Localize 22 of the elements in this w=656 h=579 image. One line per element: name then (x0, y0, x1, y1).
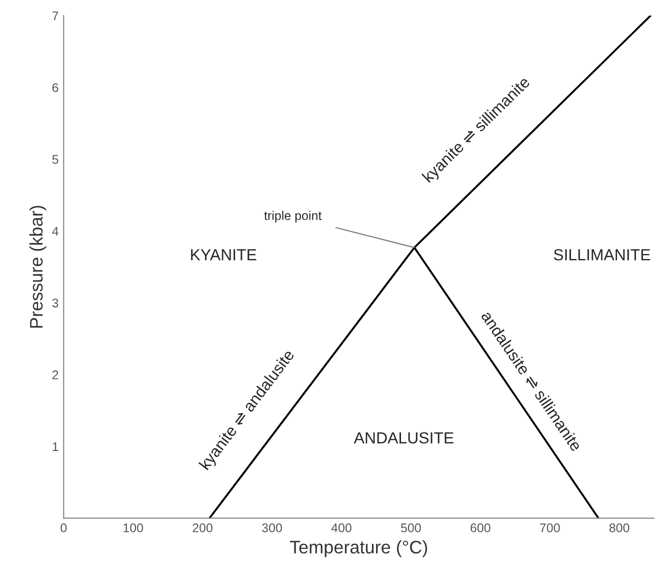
annotation: ANDALUSITE (354, 432, 454, 444)
x-tick-label: 800 (609, 523, 630, 532)
x-tick-label: 700 (540, 523, 560, 532)
x-axis-title: Temperature (°C) (290, 540, 428, 558)
y-tick-label: 1 (52, 442, 58, 451)
x-tick-label: 500 (401, 523, 421, 532)
x-tick-label: 400 (331, 523, 352, 532)
y-tick-label: 5 (52, 155, 58, 164)
annotation: SILLIMANITE (554, 249, 650, 260)
annotation: triple point (264, 210, 322, 222)
y-tick-label: 2 (52, 370, 58, 380)
x-tick-label: 200 (192, 523, 212, 532)
x-tick-label: 100 (124, 523, 144, 532)
x-tick-label: 0 (60, 523, 67, 532)
y-tick-label: 7 (52, 12, 58, 20)
x-tick-label: 600 (470, 523, 490, 532)
annotation: KYANITE (191, 249, 256, 260)
x-tick-label: 300 (262, 523, 282, 532)
y-axis-title: Pressure (kbar) (29, 206, 46, 328)
y-tick-label: 4 (52, 226, 58, 236)
y-tick-label: 6 (52, 83, 58, 92)
y-tick-label: 3 (52, 298, 58, 308)
